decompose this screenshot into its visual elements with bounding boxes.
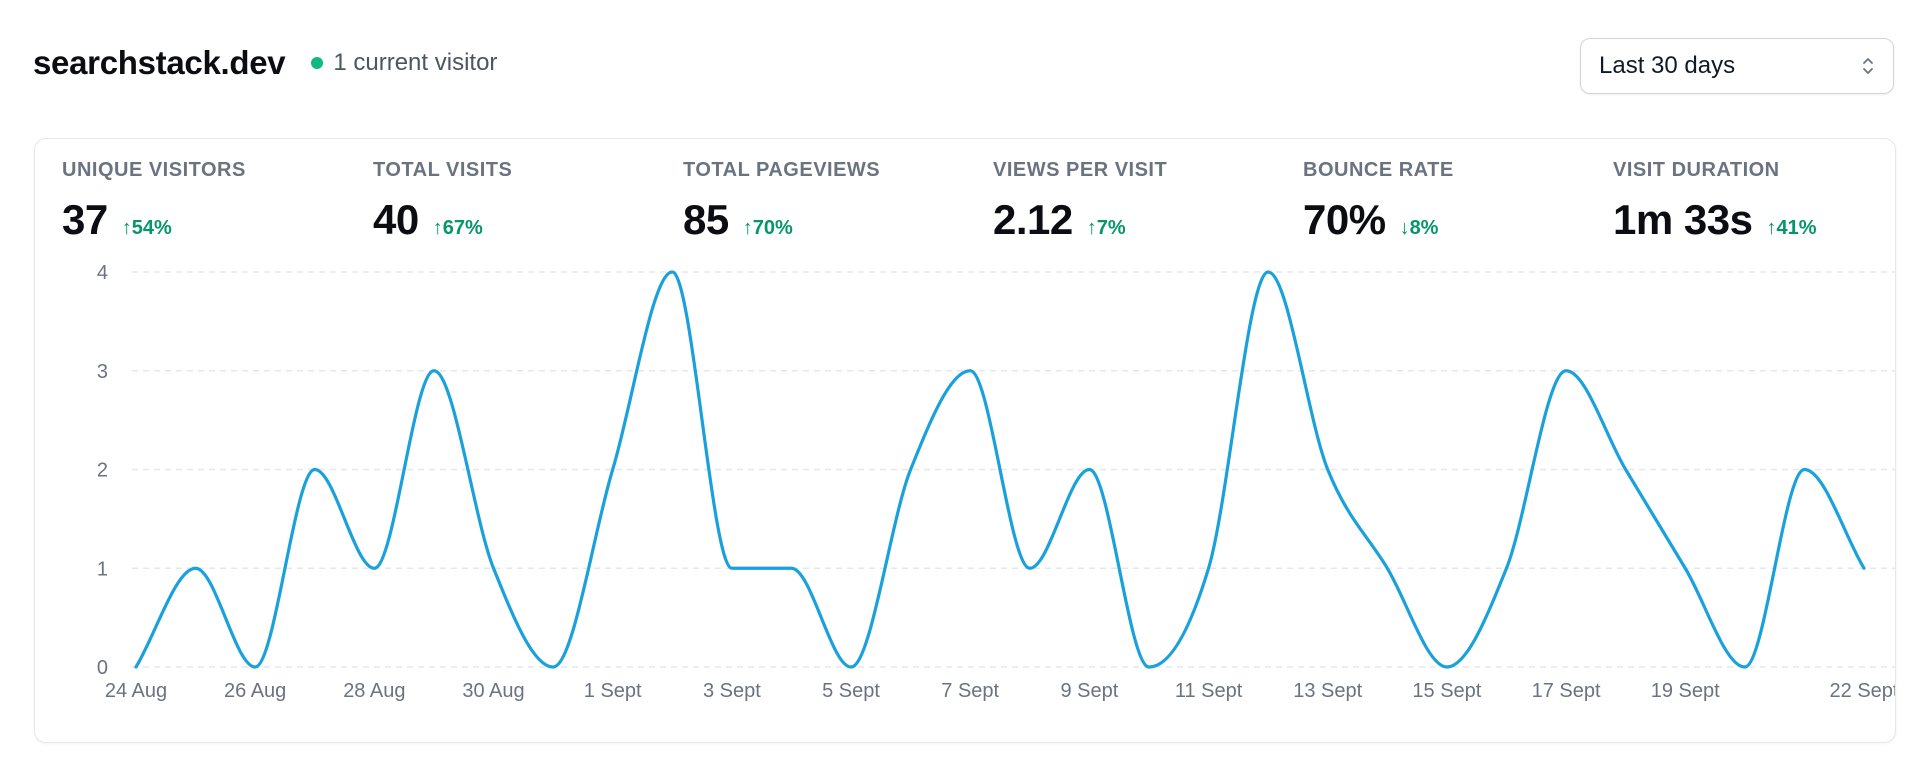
data-point[interactable] [1858,562,1870,574]
x-tick-label: 26 Aug [224,680,286,702]
data-point[interactable] [130,661,142,673]
metric-label: Bounce rate [1303,159,1454,181]
x-tick-label: 3 Sept [703,680,761,702]
data-point[interactable] [905,464,917,476]
data-point[interactable] [1143,661,1155,673]
metric-change: ↑70% [742,217,793,239]
x-tick-label: 7 Sept [941,680,999,702]
metric-value: 1m 33s [1613,196,1753,243]
data-point[interactable] [1500,562,1512,574]
site-header: searchstack.dev 1 current visitor [33,44,497,82]
metric-change: ↑41% [1766,217,1817,239]
metric-visit-duration[interactable]: Visit duration 1m 33s ↑41% [1613,159,1816,244]
metric-value: 37 [62,196,108,243]
metric-change: ↑67% [432,217,483,239]
period-select[interactable]: Last 30 days [1580,38,1894,94]
data-point[interactable] [309,464,321,476]
metric-bounce-rate[interactable]: Bounce rate 70% ↓8% [1303,159,1454,244]
metric-change: ↑54% [121,217,172,239]
data-point[interactable] [1083,464,1095,476]
data-point[interactable] [964,365,976,377]
x-tick-label: 9 Sept [1060,680,1118,702]
y-tick-label: 4 [97,262,108,284]
data-point[interactable] [607,464,619,476]
metric-change: ↑7% [1086,217,1126,239]
metric-total-pageviews[interactable]: Total pageviews 85 ↑70% [683,159,880,244]
x-tick-label: 5 Sept [822,680,880,702]
data-point[interactable] [1381,562,1393,574]
live-dot-icon [311,57,324,69]
current-visitors-label: 1 current visitor [333,49,498,76]
data-point[interactable] [1262,266,1274,278]
metric-change: ↓8% [1399,217,1439,239]
data-point[interactable] [1679,562,1691,574]
stats-card: Unique visitors 37 ↑54% Total visits 40 … [34,138,1896,743]
data-point[interactable] [1322,464,1334,476]
x-tick-label: 24 Aug [105,680,167,702]
y-tick-label: 0 [97,657,108,679]
x-tick-label: 17 Sept [1532,680,1601,702]
x-tick-label: 1 Sept [584,680,642,702]
metric-total-visits[interactable]: Total visits 40 ↑67% [373,159,512,244]
data-point[interactable] [1798,464,1810,476]
chevron-up-down-icon [1863,58,1873,74]
data-point[interactable] [547,661,559,673]
x-tick-label: 15 Sept [1412,680,1481,702]
x-tick-label: 30 Aug [462,680,524,702]
metric-label: Visit duration [1613,159,1780,181]
metric-label: Total visits [373,159,513,181]
data-point[interactable] [1024,562,1036,574]
data-point[interactable] [368,562,380,574]
data-point[interactable] [1203,562,1215,574]
x-tick-label: 11 Sept [1175,680,1243,702]
data-point[interactable] [785,562,797,574]
metric-value: 70% [1303,196,1386,243]
x-tick-label: 13 Sept [1293,680,1362,702]
metric-views-per-visit[interactable]: Views per visit 2.12 ↑7% [993,159,1167,244]
x-tick-label: 19 Sept [1651,680,1720,702]
visitors-line-chart[interactable]: 0 1 2 3 4 24 Aug 26 Aug 28 Aug 30 Aug 1 Sept 3 Sep… [35,139,1895,742]
metrics-row: Unique visitors 37 ↑54% Total visits 40 … [35,139,1895,249]
site-name[interactable]: searchstack.dev [33,44,286,81]
data-point[interactable] [1620,464,1632,476]
metric-label: Views per visit [993,159,1168,181]
x-tick-label: 22 Sept [1830,680,1895,702]
data-point[interactable] [249,661,261,673]
data-point[interactable] [1441,661,1453,673]
data-point[interactable] [488,562,500,574]
metric-label: Unique visitors [62,159,246,181]
y-tick-label: 1 [97,558,108,580]
data-point[interactable] [190,562,202,574]
y-tick-label: 3 [97,361,108,383]
metric-label: Total pageviews [683,159,881,181]
period-select-label: Last 30 days [1599,52,1736,79]
metric-unique-visitors[interactable]: Unique visitors 37 ↑54% [62,159,246,244]
metric-value: 85 [683,196,729,243]
data-point[interactable] [428,365,440,377]
series-line [134,270,1866,669]
x-tick-label: 28 Aug [343,680,405,702]
data-point[interactable] [666,266,678,278]
data-point[interactable] [845,661,857,673]
metric-value: 2.12 [993,196,1073,243]
y-tick-label: 2 [97,460,108,482]
data-point[interactable] [1560,365,1572,377]
data-point[interactable] [726,562,738,574]
current-visitors[interactable]: 1 current visitor [311,49,497,77]
data-point[interactable] [1739,661,1751,673]
metric-value: 40 [373,196,419,243]
